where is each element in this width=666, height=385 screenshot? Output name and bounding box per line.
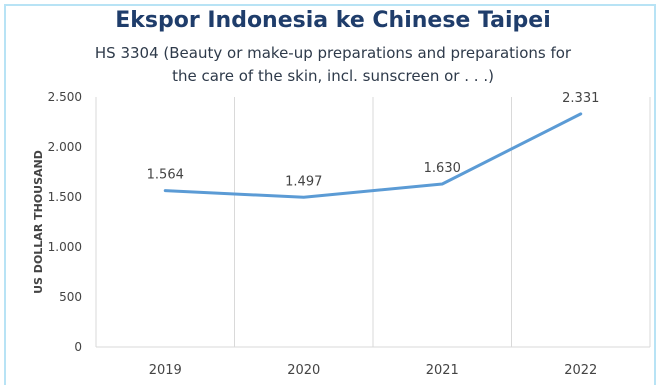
y-axis-title: US DOLLAR THOUSAND: [32, 150, 45, 294]
y-tick-label: 0: [74, 340, 82, 354]
x-tick-label: 2020: [287, 363, 320, 378]
y-tick-label: 500: [59, 290, 82, 304]
y-tick-label: 2.500: [48, 90, 82, 104]
x-tick-label: 2021: [426, 363, 459, 378]
data-label: 1.497: [285, 174, 322, 189]
chart-title: Ekspor Indonesia ke Chinese Taipei: [115, 8, 551, 33]
x-tick-label: 2019: [149, 363, 182, 378]
chart-subtitle-line-1: HS 3304 (Beauty or make-up preparations …: [94, 44, 572, 62]
x-tick-label: 2022: [564, 363, 597, 378]
series-line: [163, 112, 583, 199]
chart-subtitle-line-2: the care of the skin, incl. sunscreen or…: [172, 67, 494, 85]
y-tick-label: 1.500: [48, 190, 82, 204]
y-tick-label: 1.000: [48, 240, 82, 254]
data-label: 2.331: [562, 91, 599, 106]
data-label: 1.630: [424, 161, 461, 176]
data-label: 1.564: [147, 168, 184, 183]
y-tick-label: 2.000: [48, 140, 82, 154]
